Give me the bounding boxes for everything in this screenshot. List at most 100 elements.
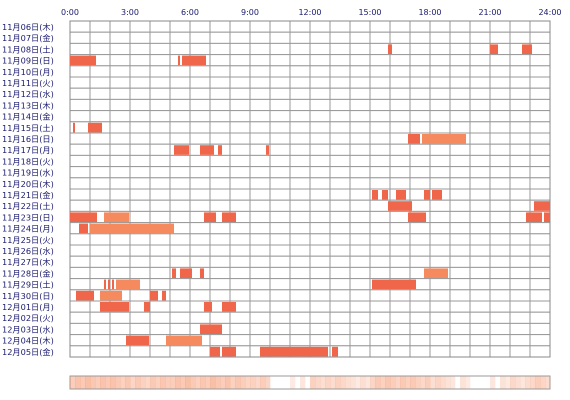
row-label: 12月03日(水) — [2, 324, 54, 334]
grid-cell — [509, 121, 531, 134]
grid-cell — [249, 177, 271, 190]
grid-cell — [229, 65, 251, 78]
summary-strip-segment — [215, 376, 221, 389]
grid-cell — [89, 322, 111, 336]
summary-strip-segment — [415, 376, 421, 389]
grid-cell — [309, 65, 331, 78]
grid-cell — [249, 98, 271, 112]
grid-cell — [129, 244, 151, 257]
grid-cell — [149, 166, 171, 179]
grid-cell — [489, 266, 511, 280]
grid-cell — [309, 266, 331, 280]
grid-cell — [529, 143, 551, 156]
grid-cell — [509, 110, 531, 123]
activity-bar — [204, 302, 212, 312]
grid-cell — [229, 199, 251, 212]
grid-cell — [89, 188, 111, 201]
grid-cell — [529, 266, 551, 280]
summary-strip — [69, 375, 551, 390]
grid-cell — [529, 311, 551, 324]
grid-cell — [289, 266, 311, 280]
grid-cell — [509, 222, 531, 235]
grid-cell — [349, 311, 371, 324]
grid-cell — [369, 166, 391, 179]
grid-cell — [489, 255, 511, 268]
activity-bar — [182, 55, 206, 66]
row-label: 11月22日(土) — [2, 201, 54, 211]
summary-strip-segment — [115, 376, 121, 389]
grid-cell — [269, 188, 291, 201]
activity-bar — [166, 335, 202, 346]
grid-cell — [329, 121, 351, 134]
grid-cell — [389, 20, 411, 33]
grid-cell — [269, 87, 291, 100]
grid-cell — [469, 132, 491, 145]
grid-cell — [429, 87, 451, 100]
grid-cell — [249, 42, 271, 56]
grid-cell — [109, 54, 131, 67]
grid-cell — [229, 266, 251, 280]
grid-cell — [449, 345, 471, 358]
grid-cell — [389, 98, 411, 112]
grid-cell — [469, 65, 491, 78]
grid-cell — [469, 143, 491, 156]
grid-cell — [529, 54, 551, 67]
grid-cell — [329, 199, 351, 212]
grid-cell — [309, 98, 331, 112]
grid-cell — [389, 244, 411, 257]
summary-strip-segment — [505, 376, 511, 389]
summary-strip-segment — [445, 376, 451, 389]
grid-cell — [269, 166, 291, 179]
activity-bar — [200, 324, 222, 334]
grid-cell — [109, 154, 131, 168]
grid-cell — [189, 20, 211, 33]
grid-cell — [169, 154, 191, 168]
activity-bar — [424, 190, 430, 200]
grid-cell — [509, 166, 531, 179]
grid-cell — [429, 334, 451, 347]
summary-strip-segment — [145, 376, 151, 389]
x-tick-label: 6:00 — [181, 8, 199, 17]
grid-cell — [409, 87, 431, 100]
grid-cell — [529, 65, 551, 78]
grid-cell — [169, 210, 191, 224]
grid-cell — [509, 322, 531, 336]
grid-cell — [469, 222, 491, 235]
grid-cell — [309, 244, 331, 257]
grid-cell — [169, 300, 191, 313]
summary-strip-segment — [135, 376, 141, 389]
grid-cell — [189, 199, 211, 212]
grid-cell — [349, 166, 371, 179]
grid-cell — [149, 42, 171, 56]
row-label: 11月15日(土) — [2, 123, 54, 133]
grid-cell — [389, 87, 411, 100]
row-label: 11月19日(水) — [2, 168, 54, 178]
grid-cell — [389, 311, 411, 324]
grid-cell — [249, 31, 271, 44]
grid-cell — [69, 322, 91, 336]
grid-cell — [429, 54, 451, 67]
grid-cell — [149, 210, 171, 224]
summary-strip-segment — [290, 376, 296, 389]
grid-cell — [409, 222, 431, 235]
grid-cell — [209, 20, 231, 33]
grid-cell — [489, 334, 511, 347]
grid-cell — [469, 188, 491, 201]
grid-cell — [469, 255, 491, 268]
activity-bar — [382, 190, 388, 200]
grid-cell — [369, 266, 391, 280]
grid-cell — [69, 278, 91, 291]
grid-cell — [309, 166, 331, 179]
grid-cell — [429, 222, 451, 235]
grid-cell — [189, 233, 211, 246]
grid-cell — [489, 20, 511, 33]
grid-cell — [489, 98, 511, 112]
grid-cell — [169, 76, 191, 89]
grid-cell — [329, 222, 351, 235]
grid-cell — [349, 20, 371, 33]
summary-strip-segment — [325, 376, 331, 389]
grid-cell — [289, 54, 311, 67]
grid-cell — [249, 188, 271, 201]
grid-cell — [109, 87, 131, 100]
